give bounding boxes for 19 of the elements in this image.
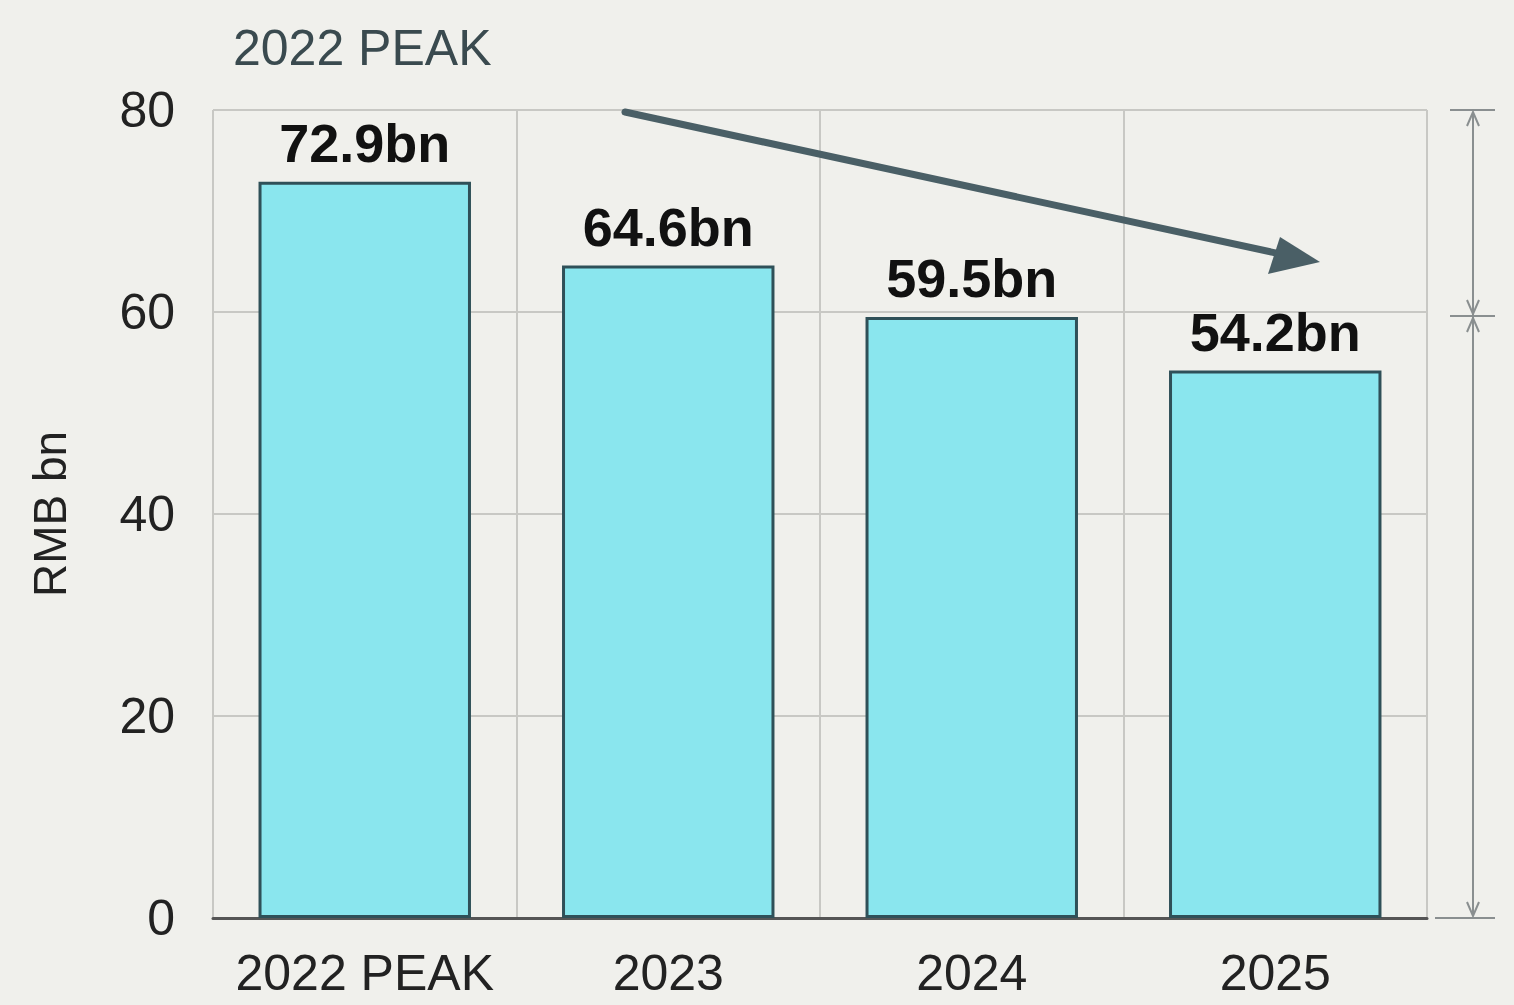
data-label: 54.2bn [1189,301,1361,362]
bar [1169,370,1382,918]
x-tick-label: 2022 PEAK [235,945,495,1001]
y-tick-label: 40 [119,486,175,542]
y-tick-label: 80 [119,82,175,138]
chart-title: 2022 PEAK [233,20,492,76]
bar [562,265,775,918]
data-label: 72.9bn [279,112,451,173]
x-tick-label: 2025 [1219,945,1331,1001]
bar [865,317,1078,918]
y-tick-label: 20 [119,688,175,744]
x-tick-label: 2024 [916,945,1028,1001]
bar [258,181,471,918]
x-tick-label: 2023 [612,945,724,1001]
data-label: 64.6bn [582,196,754,257]
y-tick-label: 0 [147,890,175,946]
y-tick-label: 60 [119,284,175,340]
y-axis-title: RMB bn [24,430,76,598]
data-label: 59.5bn [886,248,1058,309]
